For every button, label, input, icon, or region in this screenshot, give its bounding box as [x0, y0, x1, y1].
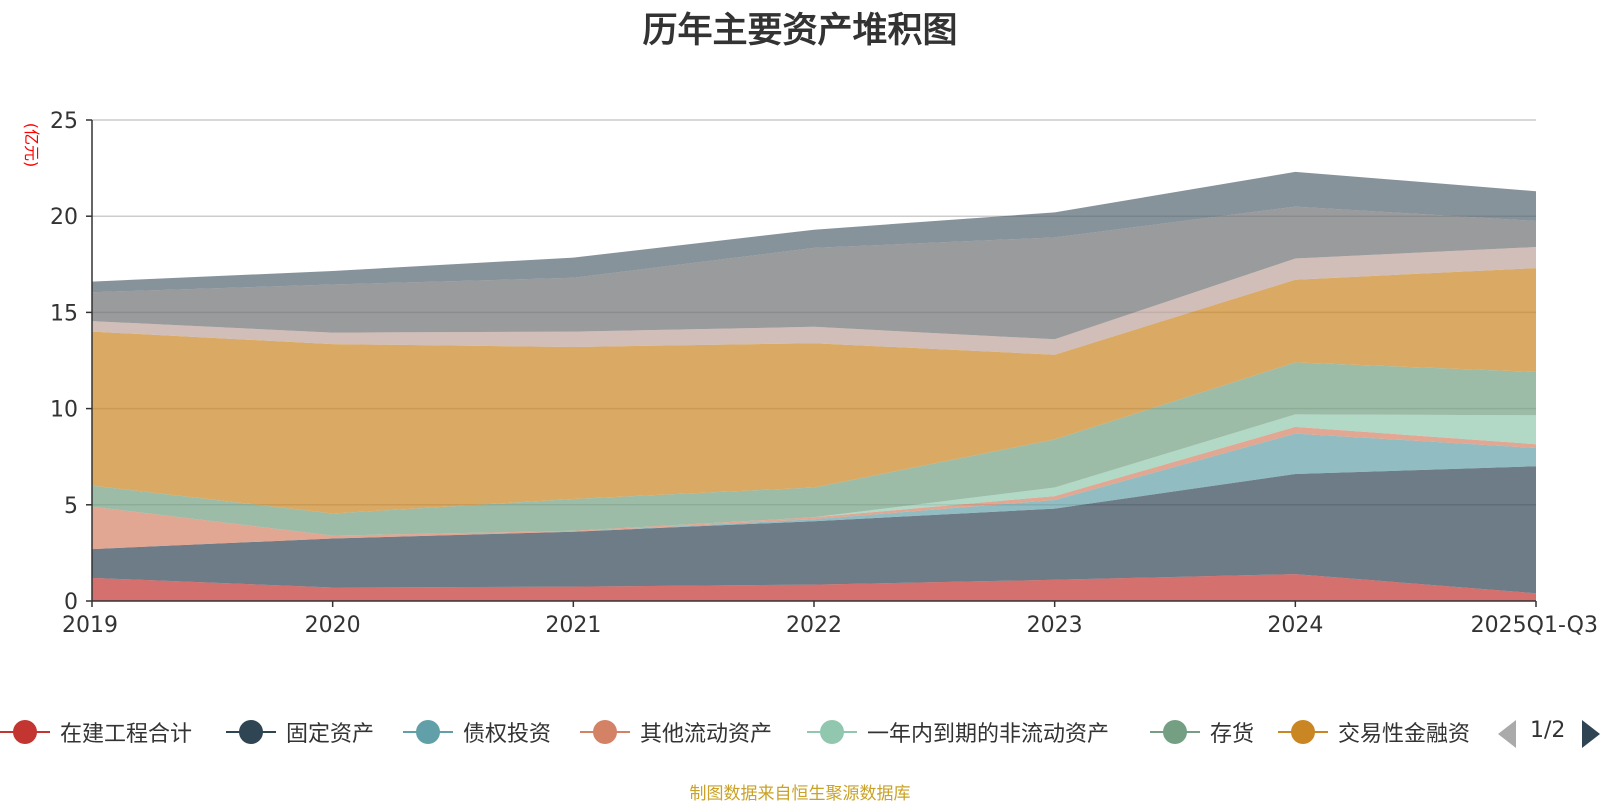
chart-title: 历年主要资产堆积图: [642, 11, 958, 51]
legend-item[interactable]: 在建工程合计: [0, 712, 192, 752]
area-series: [92, 171, 1536, 601]
y-tick-label: 20: [50, 205, 78, 230]
legend-page-indicator: 1/2: [1530, 718, 1566, 743]
legend-marker-icon: [0, 720, 50, 744]
area-series-8[interactable]: [92, 206, 1536, 340]
legend-marker-icon: [807, 720, 857, 744]
x-tick-label: 2023: [1027, 613, 1083, 638]
x-tick-label: 2021: [545, 613, 601, 638]
legend-next-page-icon[interactable]: [1582, 720, 1600, 748]
legend-marker-icon: [580, 720, 630, 744]
legend-marker-icon: [1150, 720, 1200, 744]
legend-label: 交易性金融资: [1338, 722, 1471, 747]
area-series-6[interactable]: [92, 268, 1536, 514]
x-tick-label: 2019: [62, 613, 118, 638]
data-source-note: 制图数据来自恒生聚源数据库: [689, 784, 911, 804]
y-ticks: 0 5 10 15 20 25: [50, 109, 92, 615]
area-series-4[interactable]: [92, 414, 1536, 536]
legend-label: 一年内到期的非流动资产: [867, 722, 1110, 747]
legend-item[interactable]: 存货: [1150, 712, 1254, 752]
x-tick-label: 2020: [305, 613, 361, 638]
area-series-3[interactable]: [92, 426, 1536, 550]
y-tick-label: 15: [50, 301, 78, 326]
area-series-1[interactable]: [92, 466, 1536, 594]
legend-item[interactable]: 交易性金融资: [1278, 712, 1470, 752]
x-ticks: 2019 2020 2021 2022 2023 2024 2025Q1-Q3: [62, 601, 1598, 638]
legend-label: 在建工程合计: [60, 722, 193, 747]
legend-prev-page-icon[interactable]: [1498, 720, 1516, 748]
x-tick-label: 2024: [1267, 613, 1323, 638]
legend-pager: 1/2: [1498, 712, 1600, 752]
area-series-0[interactable]: [92, 574, 1536, 601]
legend-marker-icon: [1278, 720, 1328, 744]
stacked-area-chart: 0 5 10 15 20 25 2019 2020 2021 2022 2023 2024 2025Q…: [22, 109, 1598, 638]
legend-item[interactable]: 固定资产: [226, 712, 374, 752]
area-series-5[interactable]: [92, 362, 1536, 536]
area-series-7[interactable]: [92, 247, 1536, 355]
legend-item[interactable]: 债权投资: [403, 712, 551, 752]
legend-label: 存货: [1210, 722, 1255, 747]
y-tick-label: 25: [50, 109, 78, 134]
x-tick-label: 2025Q1-Q3: [1471, 613, 1598, 638]
legend-label: 固定资产: [286, 722, 375, 747]
legend: 在建工程合计 固定资产 债权投资 其他流动资产 一年内到期的非流动资产 存货 交易性金融资: [0, 712, 1600, 752]
legend-item[interactable]: 其他流动资产: [580, 712, 772, 752]
legend-item[interactable]: 一年内到期的非流动资产: [807, 712, 1109, 752]
area-series-9[interactable]: [92, 171, 1536, 293]
legend-label: 债权投资: [463, 722, 552, 747]
x-tick-label: 2022: [786, 613, 842, 638]
y-tick-label: 10: [50, 398, 78, 423]
legend-marker-icon: [403, 720, 453, 744]
y-tick-label: 0: [64, 590, 78, 615]
legend-label: 其他流动资产: [640, 722, 773, 747]
legend-marker-icon: [226, 720, 276, 744]
y-axis-unit-label: (亿元): [22, 123, 41, 168]
area-series-2[interactable]: [92, 433, 1536, 550]
y-tick-label: 5: [64, 494, 78, 519]
